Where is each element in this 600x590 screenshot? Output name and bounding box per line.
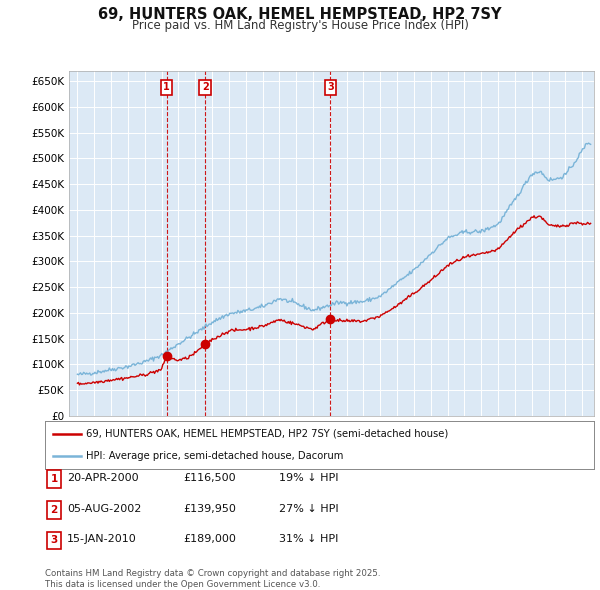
Text: 2: 2 [202, 82, 209, 92]
Text: Contains HM Land Registry data © Crown copyright and database right 2025.
This d: Contains HM Land Registry data © Crown c… [45, 569, 380, 589]
Text: £189,000: £189,000 [183, 535, 236, 544]
Text: 1: 1 [163, 82, 170, 92]
Text: 69, HUNTERS OAK, HEMEL HEMPSTEAD, HP2 7SY: 69, HUNTERS OAK, HEMEL HEMPSTEAD, HP2 7S… [98, 7, 502, 22]
Text: 1: 1 [50, 474, 58, 484]
Text: 31% ↓ HPI: 31% ↓ HPI [279, 535, 338, 544]
Text: 69, HUNTERS OAK, HEMEL HEMPSTEAD, HP2 7SY (semi-detached house): 69, HUNTERS OAK, HEMEL HEMPSTEAD, HP2 7S… [86, 429, 448, 439]
Text: Price paid vs. HM Land Registry's House Price Index (HPI): Price paid vs. HM Land Registry's House … [131, 19, 469, 32]
Text: £139,950: £139,950 [183, 504, 236, 513]
Text: 2: 2 [50, 505, 58, 514]
Text: 15-JAN-2010: 15-JAN-2010 [67, 535, 137, 544]
Text: 19% ↓ HPI: 19% ↓ HPI [279, 473, 338, 483]
Text: 3: 3 [50, 536, 58, 545]
Text: 27% ↓ HPI: 27% ↓ HPI [279, 504, 338, 513]
Text: HPI: Average price, semi-detached house, Dacorum: HPI: Average price, semi-detached house,… [86, 451, 344, 461]
Text: 05-AUG-2002: 05-AUG-2002 [67, 504, 142, 513]
Text: 3: 3 [327, 82, 334, 92]
Text: 20-APR-2000: 20-APR-2000 [67, 473, 139, 483]
Text: £116,500: £116,500 [183, 473, 236, 483]
